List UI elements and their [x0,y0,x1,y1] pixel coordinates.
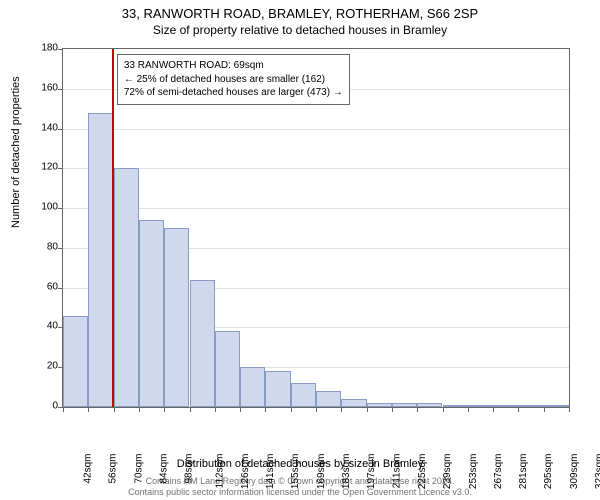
histogram-bar [544,405,569,407]
x-tick-mark [518,407,519,412]
x-tick-mark [88,407,89,412]
x-tick-mark [316,407,317,412]
chart-title-main: 33, RANWORTH ROAD, BRAMLEY, ROTHERHAM, S… [0,0,600,21]
chart-title-sub: Size of property relative to detached ho… [0,21,600,37]
x-tick-mark [114,407,115,412]
histogram-bar [291,383,316,407]
x-tick-label: 141sqm [265,454,276,490]
x-tick-mark [291,407,292,412]
histogram-bar [392,403,417,407]
histogram-bar [164,228,189,407]
histogram-bar [518,405,543,407]
x-tick-label: 84sqm [158,454,169,484]
x-tick-label: 225sqm [417,454,428,490]
x-tick-mark [468,407,469,412]
x-tick-label: 126sqm [240,454,251,490]
histogram-bar [493,405,518,407]
x-tick-mark [341,407,342,412]
x-tick-label: 169sqm [316,454,327,490]
x-tick-mark [443,407,444,412]
histogram-bar [367,403,392,407]
x-tick-mark [569,407,570,412]
gridline [63,208,569,209]
histogram-bar [265,371,290,407]
x-tick-mark [164,407,165,412]
y-tick-mark [58,208,63,209]
x-tick-label: 323sqm [594,454,600,490]
y-tick-label: 100 [28,202,58,213]
y-tick-mark [58,288,63,289]
histogram-bar [417,403,442,407]
info-box: 33 RANWORTH ROAD: 69sqm← 25% of detached… [117,54,350,105]
x-tick-label: 267sqm [493,454,504,490]
gridline [63,168,569,169]
y-tick-mark [58,129,63,130]
histogram-bar [114,168,139,407]
x-tick-label: 98sqm [184,454,195,484]
y-tick-label: 60 [28,281,58,292]
histogram-bar [63,316,88,407]
x-tick-mark [240,407,241,412]
x-tick-label: 295sqm [543,454,554,490]
y-tick-mark [58,49,63,50]
y-tick-mark [58,248,63,249]
y-axis-label: Number of detached properties [10,76,22,228]
histogram-bar [215,331,240,407]
histogram-bar [468,405,493,407]
histogram-bar [341,399,366,407]
y-tick-label: 0 [28,401,58,412]
histogram-bar [443,405,468,407]
x-tick-mark [544,407,545,412]
x-tick-mark [215,407,216,412]
histogram-bar [139,220,164,407]
x-tick-label: 211sqm [391,454,402,489]
y-tick-mark [58,89,63,90]
reference-line [112,49,114,407]
x-tick-label: 197sqm [366,454,377,490]
info-box-line: 33 RANWORTH ROAD: 69sqm [124,59,343,73]
x-tick-label: 70sqm [133,454,144,484]
x-tick-label: 309sqm [569,454,580,490]
histogram-bar [240,367,265,407]
y-tick-label: 160 [28,82,58,93]
x-tick-mark [493,407,494,412]
x-tick-mark [63,407,64,412]
y-tick-label: 120 [28,162,58,173]
x-tick-label: 239sqm [442,454,453,490]
y-tick-label: 80 [28,241,58,252]
y-tick-label: 40 [28,321,58,332]
y-tick-label: 180 [28,43,58,54]
x-tick-mark [392,407,393,412]
histogram-bar [316,391,341,407]
x-tick-mark [265,407,266,412]
x-tick-label: 56sqm [108,454,119,484]
x-tick-label: 155sqm [290,454,301,490]
y-tick-label: 140 [28,122,58,133]
x-tick-mark [190,407,191,412]
x-tick-mark [367,407,368,412]
x-tick-mark [139,407,140,412]
gridline [63,129,569,130]
info-box-line: ← 25% of detached houses are smaller (16… [124,73,343,87]
x-tick-mark [417,407,418,412]
x-tick-label: 42sqm [83,454,94,484]
x-tick-label: 281sqm [518,454,529,490]
y-tick-mark [58,168,63,169]
info-box-line: 72% of semi-detached houses are larger (… [124,86,343,100]
x-tick-label: 112sqm [214,454,225,489]
histogram-bar [190,280,215,407]
x-tick-label: 183sqm [341,454,352,490]
y-tick-label: 20 [28,361,58,372]
x-tick-label: 253sqm [468,454,479,490]
histogram-bar [88,113,113,407]
